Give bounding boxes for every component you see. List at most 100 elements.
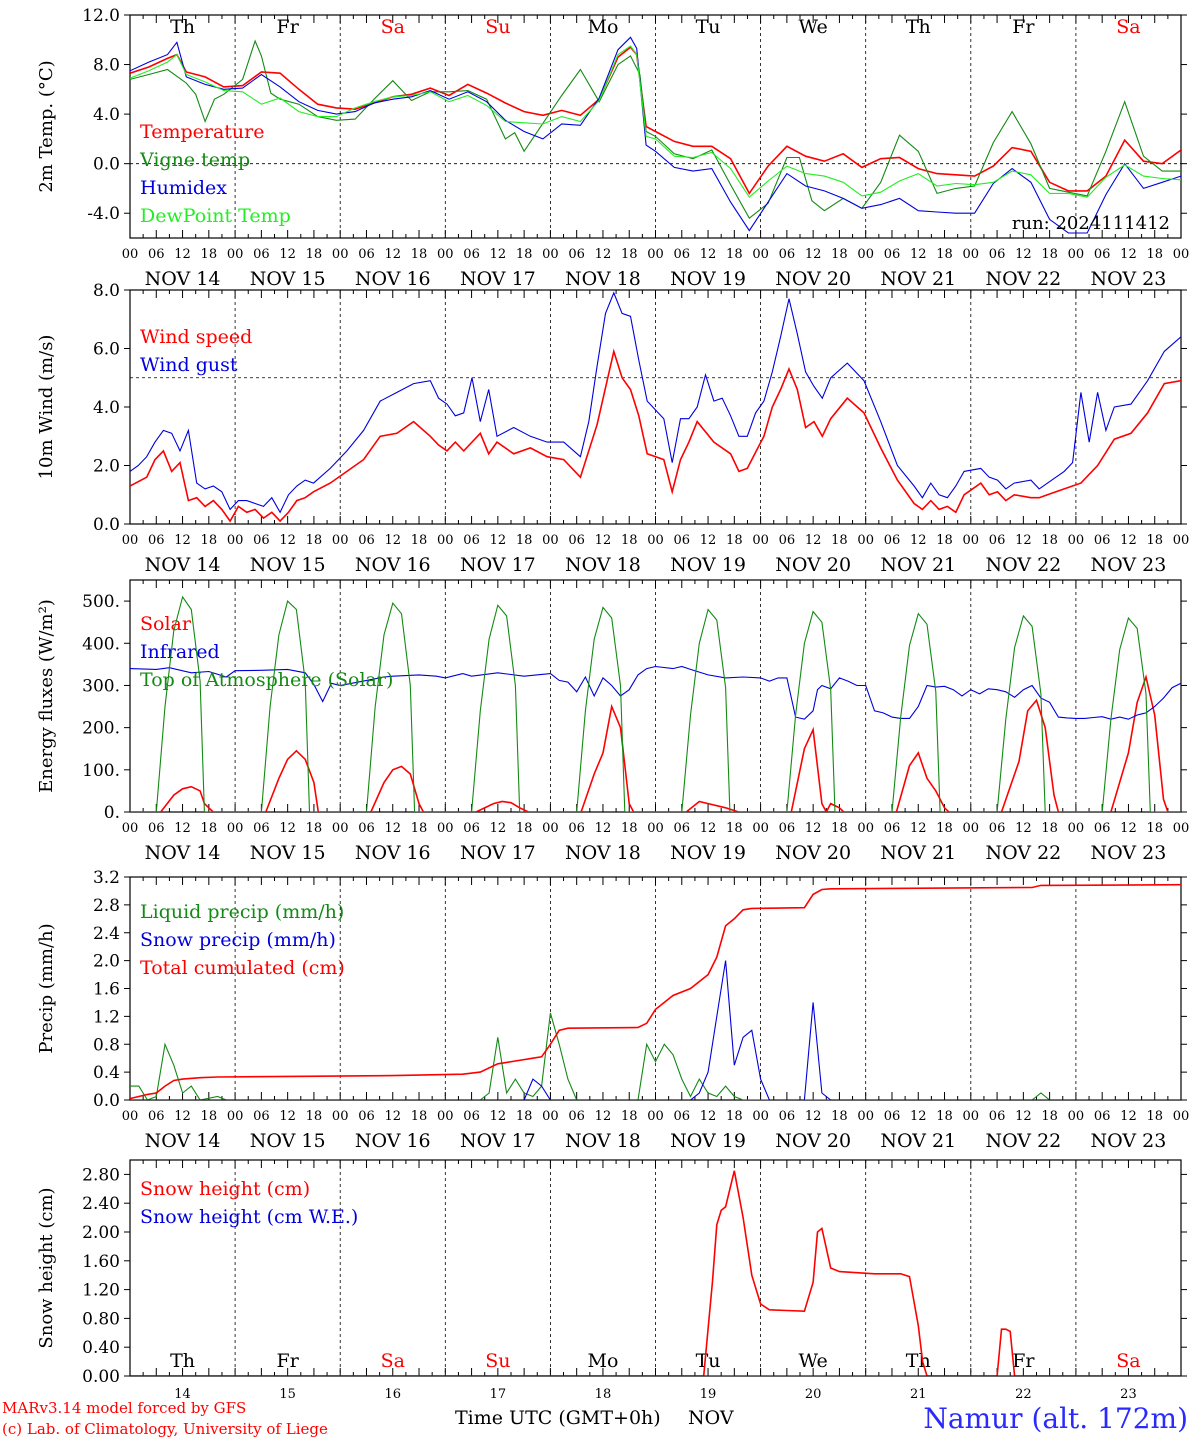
series-line-wind-speed [130,348,1181,523]
x-date-label: NOV 15 [250,842,326,864]
day-of-week-label: Th [906,1350,931,1372]
y-tick-label: 0.0 [93,1091,120,1111]
x-hour-label: 00 [1173,1109,1190,1124]
x-date-label: NOV 19 [670,1130,746,1152]
x-hour-label: 00 [963,821,980,836]
x-hour-label: 00 [1068,821,1085,836]
y-tick-label: 0.80 [82,1309,120,1329]
day-of-week-label: Mo [587,1350,618,1372]
x-hour-label: 00 [857,1109,874,1124]
x-hour-label: 12 [805,533,822,548]
x-hour-label: 06 [779,533,796,548]
x-hour-label: 06 [884,247,901,262]
x-hour-label: 06 [358,247,375,262]
x-hour-label: 18 [621,821,638,836]
x-hour-label: 00 [752,247,769,262]
day-of-week-label: Sa [381,16,405,38]
x-hour-label: 00 [647,247,664,262]
day-number-label: 18 [595,1387,612,1402]
x-hour-label: 06 [884,1109,901,1124]
x-hour-label: 00 [752,533,769,548]
y-tick-label: 4.0 [93,398,120,418]
x-hour-label: 00 [227,821,244,836]
x-hour-label: 00 [1173,247,1190,262]
x-hour-label: 06 [779,1109,796,1124]
x-hour-label: 00 [963,1109,980,1124]
x-hour-label: 06 [568,247,585,262]
x-date-label: NOV 19 [670,554,746,576]
y-tick-label: 1.60 [82,1252,120,1272]
x-hour-label: 00 [647,533,664,548]
x-hour-label: 06 [568,1109,585,1124]
x-hour-label: 18 [1146,821,1163,836]
x-hour-label: 18 [411,1109,428,1124]
y-tick-label: 8.0 [93,56,120,76]
x-hour-label: 12 [595,247,612,262]
x-hour-label: 18 [621,533,638,548]
x-hour-label: 00 [647,821,664,836]
legend-entry: Humidex [140,177,227,199]
x-hour-label: 06 [568,821,585,836]
y-axis-label: Snow height (cm) [36,1187,57,1348]
x-hour-label: 06 [358,821,375,836]
x-hour-label: 00 [332,1109,349,1124]
x-hour-label: 06 [1094,533,1111,548]
x-hour-label: 12 [700,533,717,548]
x-date-label: NOV 23 [1091,268,1167,290]
x-hour-label: 18 [936,821,953,836]
x-hour-label: 00 [542,247,559,262]
x-date-label: NOV 20 [775,842,851,864]
legend-entry: Liquid precip (mm/h) [140,901,344,923]
x-hour-label: 12 [910,533,927,548]
series-line-top-of-atmosphere-solar- [130,595,1181,812]
series-line-solar [130,674,1181,812]
legend-entry: Snow precip (mm/h) [140,929,336,951]
x-hour-label: 18 [621,247,638,262]
x-date-label: NOV 15 [250,268,326,290]
x-hour-label: 00 [857,533,874,548]
x-hour-label: 00 [122,1109,139,1124]
series-line-wind-gust [130,291,1181,514]
x-hour-label: 06 [463,821,480,836]
x-hour-label: 18 [831,821,848,836]
legend-entry: Solar [140,613,192,635]
x-hour-label: 06 [989,1109,1006,1124]
x-hour-label: 18 [831,247,848,262]
x-hour-label: 18 [936,1109,953,1124]
x-hour-label: 00 [122,247,139,262]
x-hour-label: 12 [805,247,822,262]
y-tick-label: 2.8 [93,896,120,916]
x-hour-label: 18 [1041,821,1058,836]
y-axis-label: Energy fluxes (W/m²) [36,599,57,793]
x-hour-label: 18 [1146,247,1163,262]
panel-3: 0. 100. 200. 300. 400. 500. Energy fluxes (W/m… [36,579,1189,864]
series-line-vigne-temp [130,39,1181,220]
x-hour-label: 00 [1068,1109,1085,1124]
y-tick-label: 2.40 [82,1194,120,1214]
x-date-label: NOV 17 [460,554,536,576]
x-hour-label: 18 [306,821,323,836]
day-of-week-label: Mo [587,16,618,38]
y-tick-label: -4.0 [87,204,120,224]
x-hour-label: 06 [358,533,375,548]
x-hour-label: 18 [306,247,323,262]
x-hour-label: 06 [463,247,480,262]
y-tick-label: 0.0 [93,515,120,535]
x-hour-label: 18 [831,533,848,548]
y-tick-label: 3.2 [93,868,120,888]
x-date-label: NOV 20 [775,268,851,290]
x-hour-label: 18 [411,247,428,262]
y-tick-label: 0.40 [82,1338,120,1358]
x-date-label: NOV 22 [985,554,1061,576]
panel-1: -4.0 0.0 4.0 8.0 12.0 2m Temp. (°C) 00 06 12 18 NO… [36,6,1189,290]
y-tick-label: 400. [82,634,120,654]
x-hour-label: 12 [384,247,401,262]
day-of-week-label: Fr [277,16,300,38]
x-hour-label: 06 [463,1109,480,1124]
x-hour-label: 18 [201,1109,218,1124]
x-date-label: NOV 21 [880,268,956,290]
x-hour-label: 12 [910,1109,927,1124]
day-of-week-label: Su [485,1350,510,1372]
x-hour-label: 12 [1120,247,1137,262]
x-axis-label: Time UTC (GMT+0h) [455,1407,661,1429]
